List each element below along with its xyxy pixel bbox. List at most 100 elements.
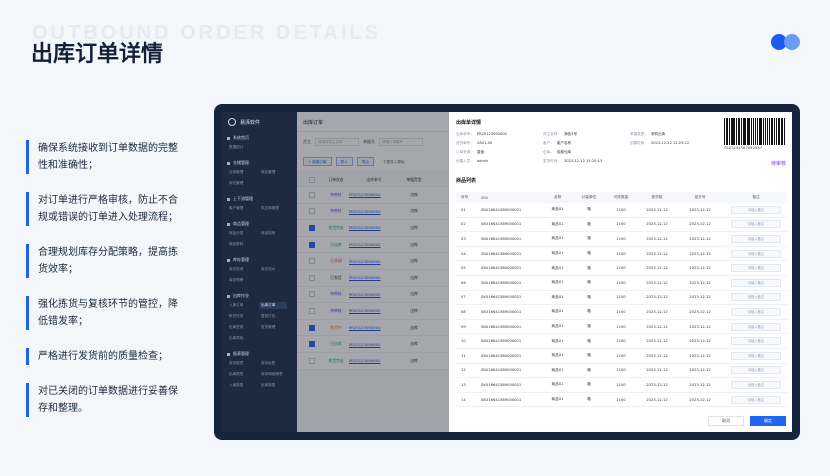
sidebar-item[interactable]: 出库签收 [229,325,244,329]
table-row: 13 SKU16641589000001 商品01 箱 1100 2023-12-12 20… [456,378,787,393]
sidebar-item[interactable]: 商品条码 [229,242,244,246]
nav-group-head[interactable]: 出库作业 [227,293,292,299]
order-type: 出库 [410,224,418,230]
sidebar-item[interactable]: 入库报表 [229,383,244,387]
table-row[interactable]: 拣货完成 PR20123090000 出库 [297,220,449,237]
sidebar-item[interactable]: 商品档案 [261,231,276,235]
order-number-link[interactable]: PR20123090000 [349,291,381,297]
sidebar-item[interactable]: 复核打包 [261,314,276,318]
row-checkbox[interactable] [309,224,315,231]
nav-group-head[interactable]: 报表管理 [227,351,292,357]
remark-input[interactable]: 请输入备注 [731,264,781,273]
export-button[interactable]: 导出 [356,157,374,166]
sidebar-item[interactable]: 库存预警 [229,278,244,282]
remark-input[interactable]: 请输入备注 [731,380,781,389]
filter-label-docno: 单据号 [363,139,375,144]
table-cell: 2023-12-12 [646,309,668,314]
remark-input[interactable]: 请输入备注 [731,249,781,258]
remark-input[interactable]: 请输入备注 [731,220,781,229]
row-checkbox[interactable] [309,208,315,215]
row-checkbox[interactable] [309,274,315,281]
import-button[interactable]: 导入 [335,157,353,166]
row-checkbox[interactable] [309,191,315,198]
nav-group: 库存管理库存查询 库存流水库存预警 [222,254,297,290]
sidebar-item[interactable]: 客户管理 [229,206,244,210]
sidebar-item[interactable]: 库存明细报表 [261,372,283,376]
table-row[interactable]: 待审核 PR20123090000 出库 [297,303,449,320]
order-number-link[interactable]: PR20123090000 [349,275,381,281]
sidebar-item[interactable]: 库区管理 [261,170,276,174]
remark-input[interactable]: 请输入备注 [731,234,781,243]
row-checkbox[interactable] [309,341,315,348]
remark-input[interactable]: 请输入备注 [731,351,781,360]
nav-group-head[interactable]: 仓储管理 [227,160,292,166]
cell-remark: 请输入备注 [725,322,787,331]
sidebar-item[interactable]: 发货管理 [261,325,276,329]
order-number-link[interactable]: PR20123090000 [349,192,381,198]
sidebar-item[interactable]: 出库报表 [261,383,276,387]
sidebar-item[interactable]: 拣货任务 [229,314,244,318]
order-number-link[interactable]: PR20123090000 [349,325,381,331]
row-checkbox[interactable] [309,324,315,331]
sidebar-item[interactable]: 库位管理 [229,181,244,185]
table-row[interactable]: 待审核 PR20123090000 出库 [297,187,449,204]
sidebar-item[interactable]: 库存台账 [261,361,276,365]
sidebar-item[interactable]: 出库质检 [229,336,244,340]
table-row: 04 SKU16641589000001 商品01 箱 1100 2023-12-12 20… [456,247,787,262]
confirm-button[interactable]: 确定 [750,416,786,426]
remark-input[interactable]: 请输入备注 [731,307,781,316]
table-row[interactable]: 已发货 PR20123090000 出库 [297,270,449,287]
table-row[interactable]: 拣货中 PR20123090000 出库 [297,320,449,337]
sidebar-item[interactable]: 出库报表 [229,372,244,376]
order-number-link[interactable]: PR20123090000 [349,341,381,347]
row-checkbox[interactable] [309,241,315,248]
barcode-bar [757,118,759,145]
sidebar-item[interactable]: 库存查询 [229,267,244,271]
remark-input[interactable]: 请输入备注 [731,395,781,404]
table-cell: 2023-12-12 [646,295,668,300]
barcode-bar [728,118,730,145]
column-header: 名称 [553,195,562,199]
docno-input[interactable]: 请输入单据号 [379,138,423,146]
nav-group-head[interactable]: 上下游管理 [227,196,292,202]
add-order-button[interactable]: + 新增订单 [303,157,332,166]
order-number-link[interactable]: PR20123090000 [349,308,381,314]
row-checkbox[interactable] [309,258,315,265]
row-checkbox[interactable] [309,357,315,364]
remark-input[interactable]: 请输入备注 [731,337,781,346]
order-number-link[interactable]: PR20123090000 [349,208,381,214]
table-row[interactable]: 已出库 PR20123090000 出库 [297,237,449,254]
remark-input[interactable]: 请输入备注 [731,205,781,214]
row-checkbox[interactable] [309,291,315,298]
order-number-link[interactable]: PR20123090000 [349,225,381,231]
cancel-button[interactable]: 取消 [708,416,744,426]
sidebar-item[interactable]: 供应商管理 [261,206,279,210]
table-row[interactable]: 拣货完成 PR20123090000 出库 [297,353,449,370]
order-number-link[interactable]: PR20123090000 [349,242,381,248]
table-row[interactable]: 已关闭 PR20123090000 出库 [297,253,449,270]
select-all-checkbox[interactable] [309,176,315,183]
order-status: 已出库 [330,341,342,347]
owner-select[interactable]: 请选择货主名称 [315,138,359,146]
sidebar-item[interactable]: 库存报表 [229,361,244,365]
table-row[interactable]: 已出库 PR20123090000 出库 [297,336,449,353]
remark-input[interactable]: 请输入备注 [731,322,781,331]
order-number-link[interactable]: PR20123090000 [349,358,381,364]
nav-group-head[interactable]: 系统首页 [227,135,292,141]
sidebar-item[interactable]: 商品分类 [229,231,244,235]
sidebar-item[interactable]: 数据统计 [229,145,244,149]
sidebar-item[interactable]: 入库订单 [229,303,244,307]
table-row[interactable]: 待审核 PR20123090000 出库 [297,287,449,304]
download-template-link[interactable]: 下载导入模板 [377,157,410,166]
nav-group-head[interactable]: 商品管理 [227,221,292,227]
nav-group-head[interactable]: 库存管理 [227,257,292,263]
table-row[interactable]: 待审核 PR20123090000 出库 [297,204,449,221]
remark-input[interactable]: 请输入备注 [731,278,781,287]
remark-input[interactable]: 请输入备注 [731,293,781,302]
sidebar-item[interactable]: 库存流水 [261,267,276,271]
sidebar-item[interactable]: 出库订单 [259,302,287,309]
sidebar-item[interactable]: 仓库管理 [229,170,244,174]
order-number-link[interactable]: PR20123090000 [349,258,381,264]
remark-input[interactable]: 请输入备注 [731,366,781,375]
row-checkbox[interactable] [309,307,315,314]
